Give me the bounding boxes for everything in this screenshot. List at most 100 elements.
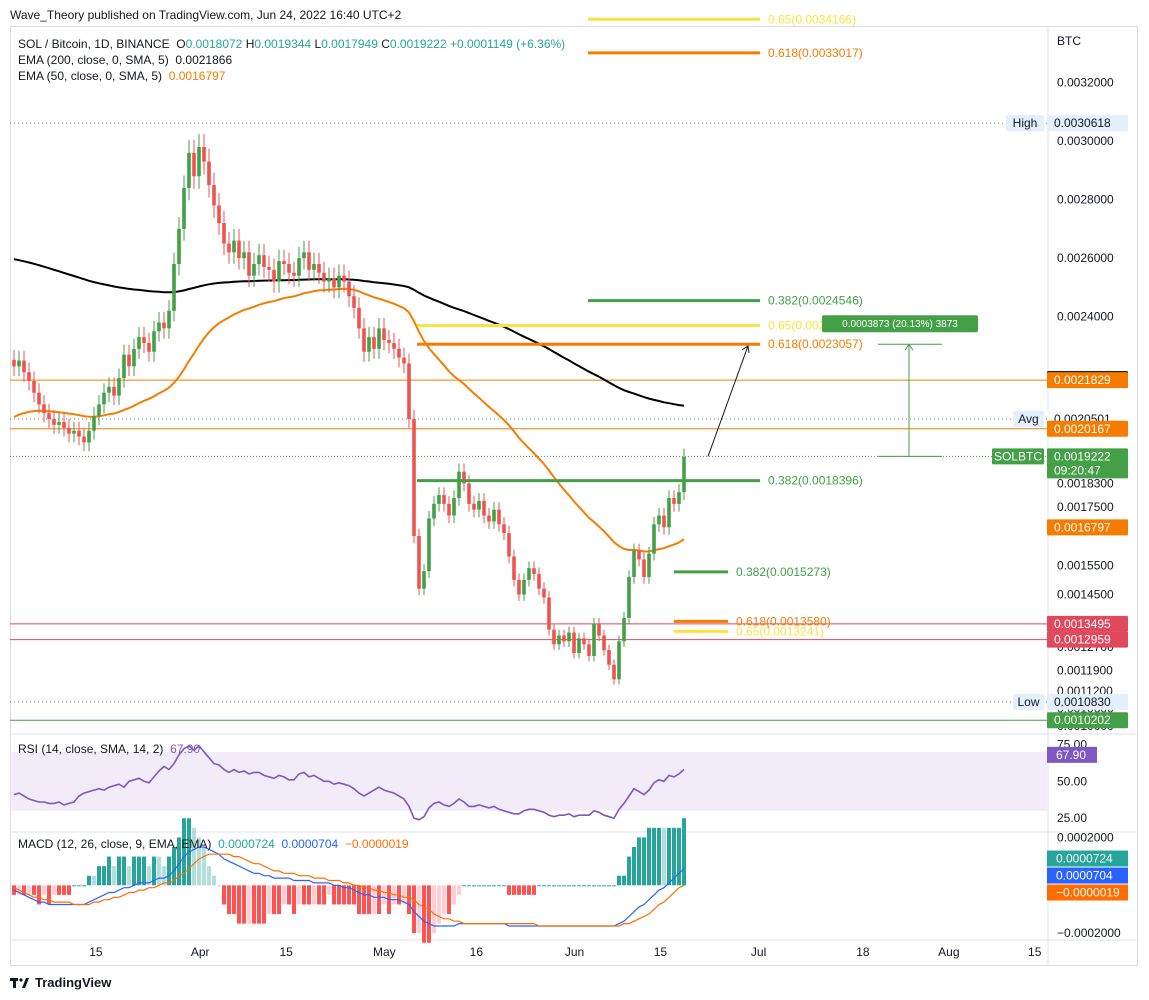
macd-histogram-bar	[477, 885, 481, 887]
macd-histogram-bar	[352, 885, 356, 905]
candle-body	[472, 503, 476, 510]
price-tag-value: 0.0010830	[1054, 695, 1111, 709]
macd-histogram-bar	[557, 885, 561, 887]
candle-body	[267, 266, 271, 270]
macd-histogram-bar	[612, 885, 616, 887]
macd-histogram-bar	[637, 837, 641, 886]
macd-histogram-bar	[232, 885, 236, 915]
macd-histogram-bar	[362, 885, 366, 915]
fib-label: 0.618(0.0013580)	[736, 614, 831, 628]
time-tick: 15	[654, 945, 668, 959]
macd-histogram-bar	[647, 827, 651, 886]
macd-histogram-bar	[292, 885, 296, 915]
candle-body	[552, 629, 556, 645]
macd-pane	[12, 818, 686, 943]
countdown: 09:20:47	[1054, 463, 1101, 477]
candle-body	[282, 261, 286, 264]
price-tag-label: Low	[1017, 695, 1039, 709]
candle-body	[182, 187, 186, 229]
price-tag	[1047, 712, 1128, 729]
macd-legend: MACD (12, 26, close, 9, EMA, EMA) 0.0000…	[18, 837, 409, 851]
candle-body	[602, 635, 606, 651]
price-tick: 0.0030000	[1057, 134, 1114, 148]
candle-body	[402, 357, 406, 364]
price-tick: 0.0026000	[1057, 251, 1114, 265]
candle-body	[312, 264, 316, 270]
candle-body	[517, 579, 521, 595]
macd-histogram-bar	[467, 885, 471, 887]
candle-body	[672, 498, 676, 504]
macd-histogram-bar	[237, 885, 241, 924]
macd-tag	[1047, 884, 1128, 901]
macd-histogram-bar	[127, 866, 131, 886]
macd-histogram-bar	[492, 885, 496, 887]
macd-histogram-bar	[657, 827, 661, 886]
candle-body	[387, 340, 391, 343]
candle-body	[287, 264, 291, 273]
macd-histogram-bar	[367, 885, 371, 915]
candle-body	[362, 328, 366, 352]
grid-layer	[10, 26, 1138, 966]
candle-body	[642, 559, 646, 577]
macd-tick: −0.0002000	[1057, 926, 1121, 940]
candle-body	[492, 509, 496, 522]
brand-name[interactable]: TradingView	[35, 975, 112, 990]
candle-body	[502, 524, 506, 534]
macd-histogram-bar	[87, 875, 91, 886]
candle-body	[512, 556, 516, 580]
macd-histogram-bar	[77, 885, 81, 887]
macd-histogram-bar	[182, 818, 186, 886]
macd-histogram-bar	[37, 885, 41, 905]
price-tag-label-bg	[1013, 693, 1044, 710]
macd-histogram-bar	[252, 885, 256, 924]
candle-body	[622, 617, 626, 642]
macd-histogram-bar	[132, 856, 136, 886]
macd-histogram-bar	[277, 885, 281, 915]
time-tick: 18	[856, 945, 870, 959]
change-value: +0.0001149 (+6.36%)	[449, 37, 566, 51]
price-tag-label-bg	[1006, 115, 1044, 132]
open-label: O	[176, 37, 186, 51]
candle-body	[657, 515, 661, 525]
candle-body	[442, 495, 446, 504]
candle-body	[132, 348, 136, 367]
candle-body	[232, 240, 236, 253]
price-tag-value: 0.0019222	[1054, 449, 1111, 463]
candle-body	[52, 419, 56, 425]
candle-body	[522, 579, 526, 595]
macd-value: 0.0000724	[218, 837, 275, 851]
macd-histogram-bar	[457, 885, 461, 895]
close-value: 0.0019222	[389, 37, 447, 51]
candle-body	[272, 269, 276, 282]
macd-histogram-bar	[447, 885, 451, 915]
fib-label: 0.65(0.0034166)	[768, 12, 856, 26]
low-value: 0.0017949	[321, 37, 378, 51]
candle-body	[397, 348, 401, 358]
macd-histogram-bar	[472, 885, 476, 887]
open-value: 0.0018072	[185, 37, 243, 51]
tradingview-logo-icon	[10, 977, 29, 988]
candle-body	[302, 252, 306, 259]
symbol-name: SOL / Bitcoin, 1D, BINANCE	[18, 37, 170, 51]
candle-body	[177, 228, 181, 264]
macd-histogram-bar	[592, 885, 596, 887]
macd-histogram-bar	[312, 885, 316, 905]
candle-body	[432, 503, 436, 519]
macd-histogram-bar	[27, 885, 31, 895]
rsi-value: 67.90	[170, 742, 201, 756]
candle-body	[637, 550, 641, 560]
candle-body	[297, 258, 301, 276]
time-axis: 15 Apr 15 May 16 Jun 15 Jul 18 Aug 15	[89, 945, 1041, 959]
macd-histogram-bar	[602, 885, 606, 887]
measure-badge	[822, 315, 978, 333]
macd-histogram-bar	[307, 885, 311, 905]
candle-body	[422, 571, 426, 589]
candle-body	[17, 360, 21, 367]
macd-histogram-bar	[67, 885, 71, 895]
macd-histogram-bar	[442, 885, 446, 915]
candle-body	[157, 322, 161, 332]
projection-arrow-icon	[741, 345, 750, 353]
candle-body	[482, 500, 486, 516]
candle-body	[67, 427, 71, 434]
